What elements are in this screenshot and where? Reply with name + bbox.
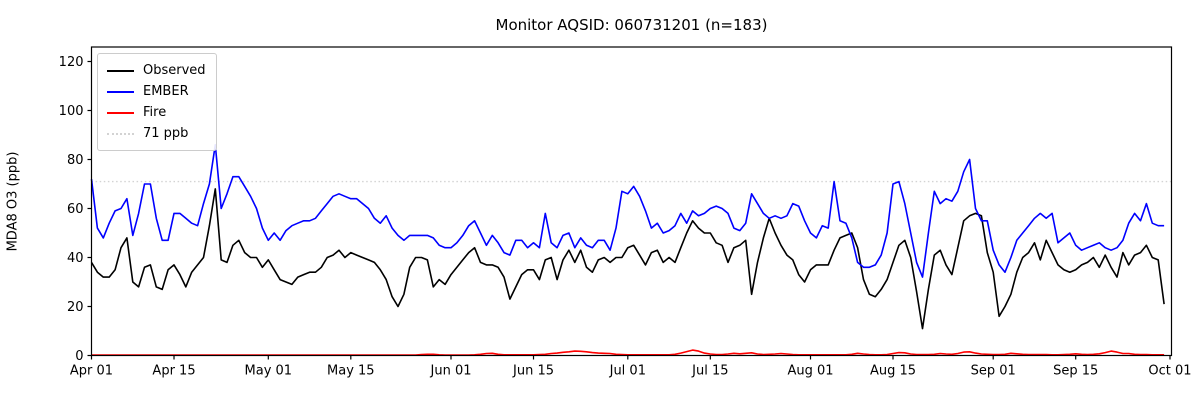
- legend-item-observed: Observed: [107, 60, 206, 81]
- observed-line-swatch: [107, 69, 134, 72]
- plot-border: [90, 46, 1173, 357]
- x-tick-label: Aug 15: [870, 364, 916, 379]
- x-tick-label: Sep 15: [1053, 364, 1098, 379]
- x-tick-label: Jun 01: [430, 364, 472, 379]
- ref-line-swatch: [107, 132, 134, 135]
- x-tick-label: Jun 15: [512, 364, 554, 379]
- series-line-observed: [90, 188, 1165, 330]
- legend-label-ember: EMBER: [143, 84, 189, 99]
- x-tick-label: Jul 15: [691, 364, 728, 379]
- legend-label-fire: Fire: [143, 105, 167, 120]
- fire-line-swatch: [107, 111, 134, 114]
- x-tick-label: Aug 01: [787, 364, 833, 379]
- x-tick-label: Apr 01: [70, 364, 113, 379]
- x-tick-label: May 01: [245, 364, 293, 379]
- y-tick-label: 0: [75, 349, 83, 364]
- y-tick-label: 80: [67, 153, 84, 168]
- y-tick-label: 60: [67, 202, 84, 217]
- legend-item-refline: 71 ppb: [107, 123, 206, 144]
- y-axis-label: MDA8 O3 (ppb): [5, 151, 21, 252]
- y-tick-label: 100: [59, 104, 84, 119]
- x-tick-label: Sep 01: [971, 364, 1016, 379]
- series-line-ember: [90, 144, 1165, 278]
- x-tick-label: Oct 01: [1148, 364, 1191, 379]
- chart-title: Monitor AQSID: 060731201 (n=183): [495, 16, 768, 34]
- legend-label-observed: Observed: [143, 63, 206, 78]
- x-tick-label: Apr 15: [152, 364, 195, 379]
- legend-item-ember: EMBER: [107, 81, 206, 102]
- y-tick-label: 20: [67, 300, 84, 315]
- x-tick-label: Jul 01: [609, 364, 646, 379]
- y-tick-label: 120: [59, 55, 84, 70]
- legend-item-fire: Fire: [107, 102, 206, 123]
- x-tick-label: May 15: [327, 364, 375, 379]
- ember-line-swatch: [107, 90, 134, 93]
- series-line-fire: [91, 349, 1165, 356]
- legend-label-refline: 71 ppb: [143, 126, 189, 141]
- legend: Observed EMBER Fire 71 ppb: [97, 53, 217, 151]
- y-tick-label: 40: [67, 251, 84, 266]
